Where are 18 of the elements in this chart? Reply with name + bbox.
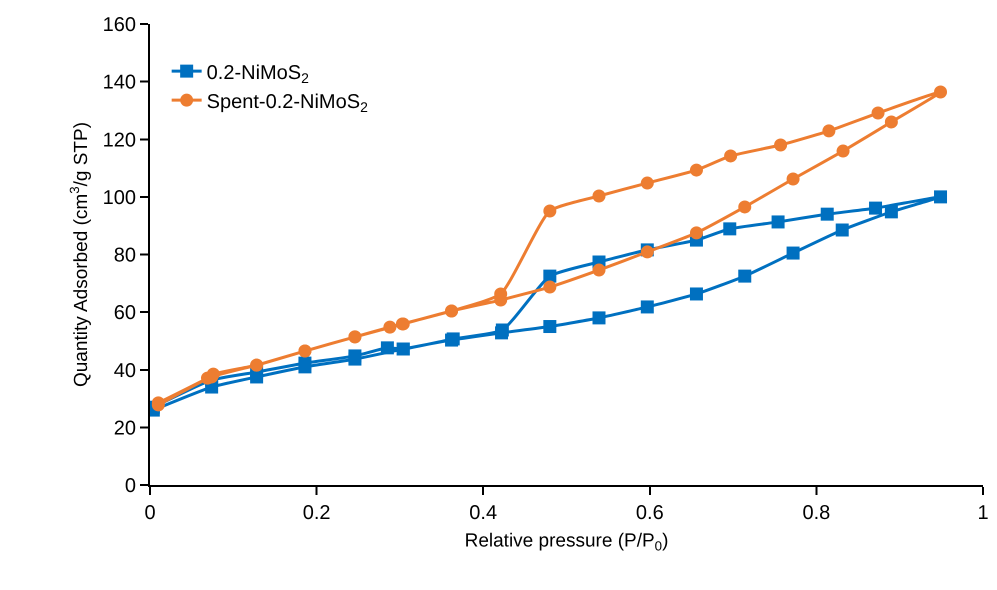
- y-tick-label: 20: [114, 417, 136, 440]
- x-tick-label: 0.2: [302, 502, 331, 524]
- y-tick-label: 160: [102, 14, 136, 36]
- y-tick-label: 120: [102, 129, 136, 152]
- x-axis-title: Relative pressure (P/P$_{0}$): [464, 530, 668, 554]
- x-tick-label: 0.8: [802, 502, 830, 524]
- x-tick-label: 1: [977, 502, 989, 524]
- legend-label: Spent-0.2-NiMoS$_{2}$: [206, 90, 368, 116]
- y-tick-label: 100: [102, 186, 136, 209]
- x-tick-label: 0: [144, 502, 156, 524]
- x-tick-label: 0.4: [469, 502, 498, 524]
- x-tick-label: 0.6: [636, 502, 664, 524]
- y-tick-label: 60: [114, 302, 136, 324]
- y-tick-label: 140: [102, 72, 136, 94]
- y-tick-label: 40: [114, 360, 136, 382]
- y-tick-label: 80: [114, 244, 136, 266]
- y-tick-label: 0: [124, 475, 136, 497]
- legend-label: 0.2-NiMoS$_{2}$: [206, 62, 310, 86]
